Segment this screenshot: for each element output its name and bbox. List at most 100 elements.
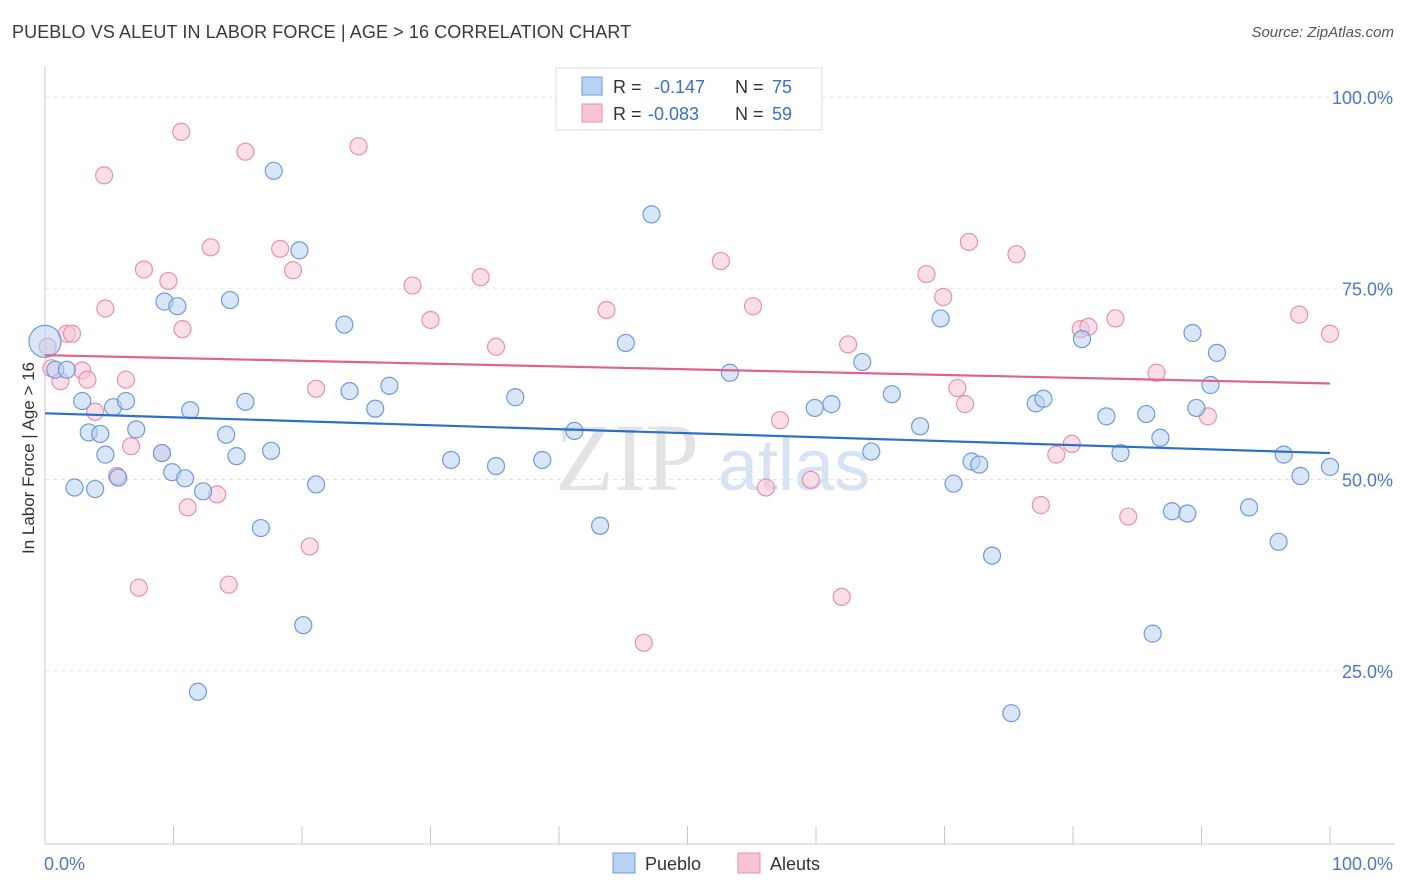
point-pueblo-59 — [1137, 404, 1156, 424]
legend-n-value-pueblo: 75 — [772, 77, 792, 97]
point-aleuts-40 — [832, 587, 851, 607]
axes — [44, 66, 1395, 845]
point-aleuts-20 — [201, 238, 220, 257]
point-aleuts-53 — [1106, 309, 1125, 328]
point-pueblo-27 — [264, 161, 283, 180]
point-pueblo-46 — [882, 385, 901, 404]
point-pueblo-23 — [227, 447, 246, 466]
point-pueblo-49 — [944, 474, 963, 493]
y-axis-label: In Labor Force | Age > 16 — [19, 362, 38, 554]
point-aleuts-11 — [116, 370, 136, 389]
trend-line-pueblo — [44, 412, 1331, 455]
y-tick-label-50: 50.0% — [1342, 471, 1393, 491]
legend-r-value-aleuts: -0.083 — [648, 104, 699, 124]
point-pueblo-2 — [57, 360, 76, 379]
point-pueblo-69 — [1269, 532, 1288, 551]
point-pueblo-51 — [970, 455, 989, 474]
point-aleuts-54 — [1119, 507, 1138, 526]
point-pueblo-67 — [1207, 343, 1227, 362]
bottom-legend: Pueblo Aleuts — [612, 852, 820, 874]
point-aleuts-43 — [934, 287, 953, 307]
point-pueblo-21 — [217, 425, 236, 444]
point-aleuts-46 — [959, 232, 979, 252]
series-aleuts-points — [38, 122, 1340, 652]
point-pueblo-74 — [720, 363, 740, 382]
point-pueblo-53 — [1002, 704, 1021, 723]
legend-swatch-aleuts — [581, 103, 603, 123]
bottom-legend-swatch-aleuts — [737, 852, 761, 874]
point-pueblo-52 — [982, 546, 1002, 565]
point-aleuts-44 — [948, 378, 967, 398]
point-pueblo-57 — [1097, 407, 1116, 426]
point-aleuts-35 — [711, 251, 731, 271]
legend-swatch-pueblo — [581, 76, 603, 96]
point-pueblo-32 — [340, 382, 359, 401]
point-aleuts-12 — [121, 437, 141, 456]
point-pueblo-65 — [1187, 398, 1206, 418]
watermark: ZIP atlas — [555, 404, 870, 511]
point-aleuts-13 — [129, 578, 148, 597]
point-pueblo-63 — [1178, 504, 1197, 523]
bottom-legend-label-pueblo: Pueblo — [645, 854, 701, 874]
point-pueblo-31 — [335, 315, 354, 334]
point-pueblo-40 — [616, 333, 635, 353]
point-pueblo-4 — [73, 391, 92, 411]
point-pueblo-8 — [96, 445, 115, 464]
legend-n-value-aleuts: 59 — [772, 104, 792, 124]
point-aleuts-28 — [349, 137, 368, 156]
point-aleuts-6 — [78, 370, 97, 389]
point-pueblo-10 — [109, 468, 128, 487]
watermark-zip: ZIP — [555, 404, 699, 511]
point-aleuts-42 — [917, 264, 936, 284]
point-pueblo-25 — [251, 518, 270, 538]
point-pueblo-11 — [116, 391, 136, 411]
point-aleuts-58 — [1320, 324, 1340, 343]
point-pueblo-12 — [127, 420, 146, 439]
bottom-legend-label-aleuts: Aleuts — [770, 854, 820, 874]
point-pueblo-6 — [86, 479, 105, 499]
legend-r-value-pueblo: -0.147 — [654, 77, 705, 97]
point-aleuts-29 — [403, 276, 422, 295]
point-pueblo-16 — [168, 297, 187, 316]
point-aleuts-9 — [96, 299, 115, 318]
point-pueblo-30 — [307, 475, 326, 494]
point-aleuts-41 — [839, 335, 858, 354]
grid-lines — [45, 96, 1395, 672]
point-pueblo-60 — [1143, 624, 1162, 643]
point-aleuts-48 — [1031, 496, 1050, 515]
point-pueblo-20 — [193, 482, 213, 501]
point-aleuts-23 — [236, 142, 255, 161]
point-aleuts-27 — [307, 379, 326, 398]
point-pueblo-7 — [91, 424, 110, 444]
x-tick-label-0: 0.0% — [44, 854, 85, 874]
point-pueblo-41 — [642, 205, 661, 224]
point-aleuts-45 — [955, 395, 975, 414]
legend-n-label-pueblo: N = — [735, 77, 764, 97]
y-tick-label-75: 75.0% — [1342, 279, 1393, 299]
point-pueblo-48 — [931, 309, 950, 328]
point-pueblo-3 — [65, 478, 84, 497]
point-pueblo-56 — [1072, 330, 1092, 349]
point-pueblo-37 — [533, 450, 552, 470]
point-aleuts-24 — [271, 239, 290, 258]
legend-r-label-pueblo: R = — [613, 77, 642, 97]
bottom-legend-swatch-pueblo — [612, 852, 636, 874]
point-aleuts-25 — [283, 261, 303, 280]
point-aleuts-19 — [178, 498, 197, 517]
point-pueblo-55 — [1034, 389, 1053, 408]
point-aleuts-17 — [172, 122, 191, 141]
point-pueblo-33 — [366, 399, 385, 418]
point-pueblo-73 — [380, 376, 399, 395]
watermark-atlas: atlas — [718, 426, 870, 506]
point-aleuts-4 — [62, 324, 82, 343]
point-aleuts-31 — [471, 268, 490, 287]
legend-box: R = -0.147 N = 75 R = -0.083 N = 59 — [555, 67, 823, 131]
point-pueblo-36 — [506, 388, 525, 407]
point-aleuts-49 — [1047, 445, 1066, 464]
legend-n-label-aleuts: N = — [735, 104, 764, 124]
point-pueblo-66 — [1201, 375, 1220, 395]
source-credit: Source: ZipAtlas.com — [1251, 24, 1394, 41]
point-pueblo-29 — [294, 616, 313, 635]
point-aleuts-33 — [597, 300, 616, 320]
